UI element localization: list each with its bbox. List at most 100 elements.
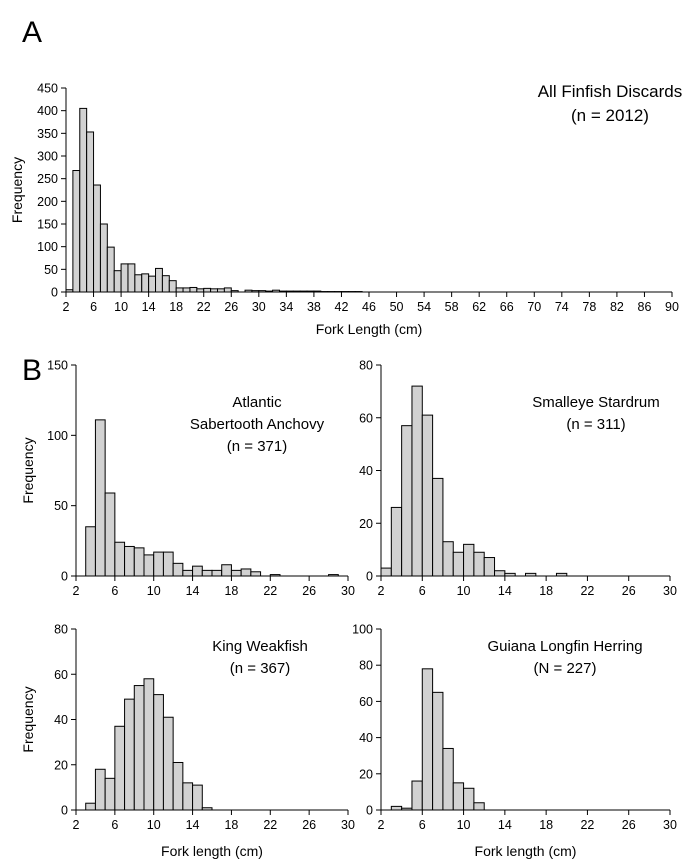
y-tick-label: 50	[54, 499, 68, 513]
histogram-bar	[452, 782, 465, 811]
histogram-bar	[106, 246, 115, 293]
chart-annotation: Atlantic	[232, 394, 282, 411]
histogram-bar	[401, 425, 413, 577]
histogram-bar	[155, 267, 163, 293]
histogram-bar	[240, 568, 252, 577]
histogram-bar	[143, 554, 155, 577]
x-tick-label: 6	[111, 818, 118, 832]
x-tick-label: 6	[111, 584, 118, 598]
x-tick-label: 90	[665, 300, 679, 314]
histogram-bar	[94, 419, 106, 577]
histogram-bar	[494, 570, 506, 577]
y-tick-label: 0	[366, 570, 373, 584]
x-tick-label: 14	[498, 818, 512, 832]
histogram-bar	[141, 273, 150, 293]
histogram-bar	[201, 569, 213, 577]
histogram-bar	[153, 551, 164, 577]
x-tick-label: 18	[169, 300, 183, 314]
histogram-bar	[172, 562, 184, 577]
chart-annotation: Guiana Longfin Herring	[487, 638, 642, 655]
histogram-bar	[104, 492, 116, 577]
chart-annotation: (n = 311)	[566, 416, 625, 433]
x-tick-label: 70	[527, 300, 541, 314]
histogram-bar	[85, 526, 96, 577]
histogram-bar	[432, 477, 444, 577]
chart-annotation: (N = 227)	[534, 660, 597, 677]
y-tick-label: 60	[359, 695, 373, 709]
histogram-bar	[221, 564, 232, 577]
y-tick-label: 100	[47, 429, 68, 443]
y-tick-label: 400	[37, 104, 58, 118]
x-tick-label: 2	[63, 300, 70, 314]
x-tick-label: 66	[500, 300, 514, 314]
histogram-bar	[192, 784, 203, 811]
x-tick-label: 10	[457, 584, 471, 598]
x-tick-label: 30	[663, 584, 677, 598]
y-tick-label: 0	[61, 804, 68, 818]
histogram-bar	[182, 287, 191, 293]
x-tick-label: 22	[263, 584, 277, 598]
histogram-bar	[189, 286, 198, 293]
chart-annotation: (n = 367)	[230, 660, 290, 677]
histogram-bar	[192, 565, 203, 577]
histogram-bar	[114, 541, 126, 577]
x-tick-label: 18	[539, 818, 553, 832]
histogram-bar	[161, 275, 170, 293]
histogram-bar	[483, 557, 496, 577]
panel-a-letter: A	[22, 16, 42, 49]
x-tick-label: 6	[419, 818, 426, 832]
histogram-bar	[162, 716, 174, 811]
y-tick-label: 40	[359, 731, 373, 745]
y-tick-label: 60	[54, 668, 68, 682]
x-tick-label: 30	[663, 818, 677, 832]
x-tick-label: 30	[252, 300, 266, 314]
histogram-bar	[94, 768, 106, 811]
histogram-bar	[432, 691, 444, 811]
y-tick-label: 150	[37, 218, 58, 232]
histogram-bar	[211, 569, 223, 577]
histogram-bar	[99, 223, 108, 293]
histogram-bar	[182, 782, 194, 811]
x-tick-label: 2	[378, 584, 385, 598]
x-tick-label: 30	[341, 584, 355, 598]
x-tick-label: 62	[472, 300, 486, 314]
x-tick-label: 42	[335, 300, 349, 314]
y-tick-label: 80	[359, 359, 373, 373]
y-axis-title: Frequency	[9, 157, 25, 223]
x-tick-label: 26	[622, 818, 636, 832]
chart-annotation: All Finfish Discards	[538, 82, 683, 101]
x-tick-label: 18	[224, 584, 238, 598]
x-axis-title: Fork Length (cm)	[316, 321, 423, 337]
y-tick-label: 20	[359, 517, 373, 531]
histogram-bar	[452, 551, 465, 577]
x-tick-label: 26	[302, 818, 316, 832]
x-tick-label: 26	[302, 584, 316, 598]
histogram-bar	[168, 280, 177, 293]
histogram-bar	[86, 131, 95, 293]
y-tick-label: 200	[37, 195, 58, 209]
histogram-bar	[175, 287, 184, 293]
x-tick-label: 2	[73, 818, 80, 832]
histogram-bar	[473, 551, 485, 577]
x-tick-label: 2	[378, 818, 385, 832]
histogram-bar	[124, 545, 135, 577]
chart-annotation: (n = 371)	[227, 438, 287, 455]
x-tick-label: 10	[457, 818, 471, 832]
chart-annotation: Smalleye Stardrum	[532, 394, 660, 411]
x-axis-title: Fork length (cm)	[161, 843, 263, 859]
histogram-bar	[421, 414, 434, 577]
histogram-bar	[421, 668, 434, 811]
histogram-bar	[390, 506, 403, 577]
y-tick-label: 80	[359, 659, 373, 673]
x-tick-label: 18	[224, 818, 238, 832]
histogram-bar	[93, 184, 101, 293]
y-tick-label: 100	[352, 623, 373, 637]
chart-annotation: King Weakfish	[212, 638, 308, 655]
histogram-bar	[250, 571, 262, 577]
x-tick-label: 82	[610, 300, 624, 314]
x-tick-label: 34	[279, 300, 293, 314]
y-tick-label: 40	[359, 464, 373, 478]
histogram-bar	[463, 543, 475, 577]
